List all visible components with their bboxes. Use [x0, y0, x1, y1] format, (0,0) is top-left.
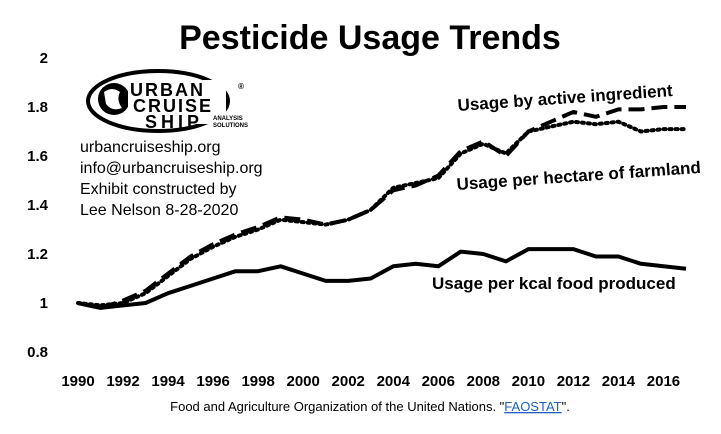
- x-tick-label: 2010: [512, 373, 545, 390]
- x-tick-label: 2016: [647, 373, 680, 390]
- source-prefix: Food and Agriculture Organization of the…: [170, 399, 505, 414]
- y-axis-ticks: 2 1.8 1.6 1.4 1.2 1 0.8: [27, 50, 49, 361]
- credit-line-email: info@urbancruiseship.org: [80, 160, 263, 177]
- logo-sub1: ANALYSIS: [213, 116, 243, 122]
- urbancruiseship-logo: URBAN CRUISE SHIP ANALYSIS SOLUTIONS ®: [86, 69, 248, 133]
- x-tick-label: 2014: [602, 373, 636, 390]
- x-tick-label: 1992: [106, 373, 139, 390]
- series-per-kcal-line: [77, 247, 687, 310]
- logo-line3: SHIP: [145, 112, 203, 132]
- series-per-hectare-line: [76, 119, 688, 308]
- credits-block: urbancruiseship.org info@urbancruiseship…: [80, 139, 263, 219]
- logo-sub2: SOLUTIONS: [213, 123, 248, 129]
- logo-text-backdrop: [128, 80, 226, 124]
- chart-title: Pesticide Usage Trends: [179, 19, 561, 57]
- x-tick-label: 2002: [332, 373, 365, 390]
- y-tick-label: 1.2: [27, 246, 48, 263]
- credit-line-author-date: Lee Nelson 8-28-2020: [80, 202, 238, 219]
- y-tick-label: 1.6: [27, 148, 48, 165]
- series-label-per-kcal: Usage per kcal food produced: [432, 274, 676, 293]
- x-tick-label: 2000: [286, 373, 319, 390]
- logo-ring: [86, 69, 230, 133]
- x-tick-label: 2008: [467, 373, 500, 390]
- x-tick-label: 1996: [196, 373, 229, 390]
- x-tick-label: 2012: [557, 373, 590, 390]
- logo-figure-icon: [104, 89, 122, 110]
- y-tick-label: 1.4: [27, 197, 49, 214]
- y-tick-label: 1: [40, 295, 48, 312]
- logo-line1: URBAN: [130, 80, 205, 100]
- y-tick-label: 1.8: [27, 99, 48, 116]
- faostat-link[interactable]: FAOSTAT: [504, 399, 561, 414]
- x-tick-label: 1990: [61, 373, 94, 390]
- credit-line-constructed: Exhibit constructed by: [80, 181, 237, 198]
- y-tick-label: 2: [40, 50, 48, 67]
- x-axis-ticks: 1990 1992 1994 1996 1998 2000 2002 2004 2006 2008…: [61, 373, 680, 390]
- logo-line2: CRUISE: [133, 96, 213, 116]
- series-lines: [76, 105, 688, 310]
- x-tick-label: 2006: [422, 373, 455, 390]
- x-tick-label: 1994: [151, 373, 185, 390]
- x-tick-label: 2004: [377, 373, 411, 390]
- logo-registered-mark: ®: [238, 82, 244, 91]
- source-note: Food and Agriculture Organization of the…: [170, 399, 570, 414]
- credit-line-website: urbancruiseship.org: [80, 139, 221, 156]
- x-tick-label: 1998: [241, 373, 274, 390]
- series-label-per-hectare: Usage per hectare of farmland: [456, 158, 701, 194]
- source-suffix: ".: [562, 399, 570, 414]
- y-tick-label: 0.8: [27, 344, 48, 361]
